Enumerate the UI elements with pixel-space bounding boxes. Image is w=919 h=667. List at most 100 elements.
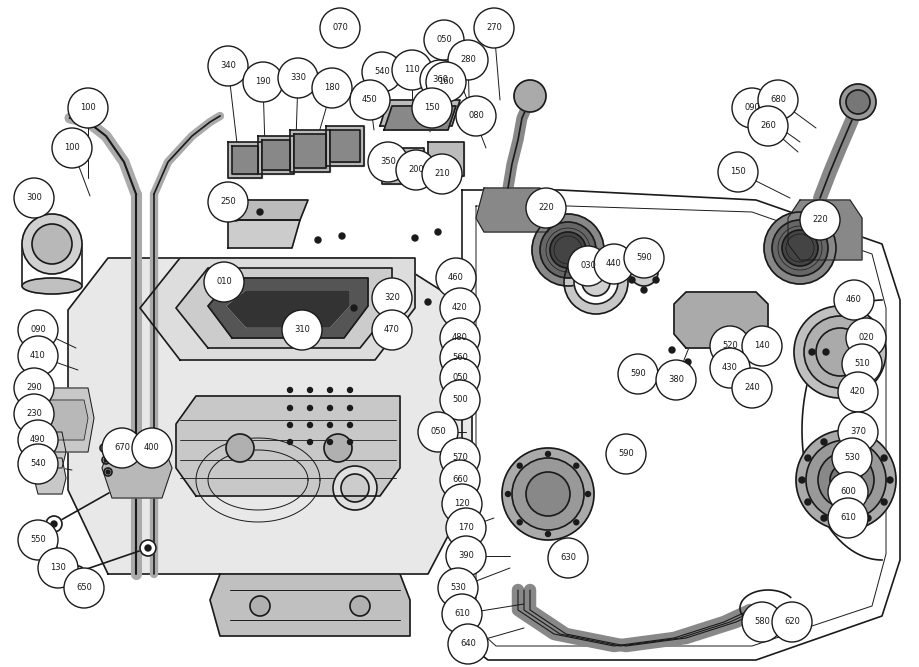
Circle shape [418,412,458,452]
Text: 490: 490 [30,436,46,444]
Circle shape [104,468,112,476]
Text: 050: 050 [430,428,446,436]
Text: 050: 050 [452,374,468,382]
Circle shape [32,224,72,264]
Circle shape [46,516,62,532]
Circle shape [742,602,782,642]
Polygon shape [176,268,392,348]
Polygon shape [232,146,258,174]
Text: 440: 440 [607,259,622,269]
Circle shape [830,464,862,496]
Polygon shape [476,188,548,232]
Text: 650: 650 [76,584,92,592]
Circle shape [440,460,480,500]
Polygon shape [46,400,88,440]
Circle shape [710,348,750,388]
Text: 220: 220 [539,203,554,213]
Circle shape [799,477,805,483]
Circle shape [288,422,292,428]
Polygon shape [140,258,415,360]
Circle shape [505,492,510,496]
Text: 680: 680 [770,95,786,105]
Circle shape [327,388,333,392]
Polygon shape [428,142,464,176]
Circle shape [448,624,488,664]
Text: 530: 530 [844,454,860,462]
Circle shape [347,388,353,392]
Circle shape [448,40,488,80]
Text: 540: 540 [30,460,46,468]
Circle shape [809,349,815,355]
Polygon shape [228,142,262,178]
Circle shape [145,545,151,551]
Circle shape [823,349,829,355]
Text: 260: 260 [760,121,776,131]
Circle shape [442,594,482,634]
Text: 250: 250 [221,197,236,207]
Text: 320: 320 [384,293,400,303]
Circle shape [747,345,753,351]
Circle shape [456,96,496,136]
Circle shape [288,440,292,444]
Circle shape [208,182,248,222]
Circle shape [350,596,370,616]
Text: 090: 090 [30,325,46,334]
Polygon shape [326,126,364,166]
Text: 460: 460 [846,295,862,305]
Circle shape [821,439,827,445]
Text: 590: 590 [630,370,646,378]
Circle shape [440,438,480,478]
Circle shape [14,178,54,218]
Text: 430: 430 [722,364,738,372]
Text: 470: 470 [384,325,400,334]
Circle shape [442,484,482,524]
Text: 540: 540 [374,67,390,77]
Circle shape [512,458,584,530]
Circle shape [796,430,896,530]
Circle shape [502,448,594,540]
Circle shape [250,596,270,616]
Circle shape [140,540,156,556]
Polygon shape [102,442,172,498]
Circle shape [320,8,360,48]
Text: 480: 480 [452,334,468,342]
Circle shape [546,452,550,456]
Circle shape [18,336,58,376]
Text: 570: 570 [452,454,468,462]
Circle shape [100,444,108,452]
Circle shape [865,349,871,355]
Circle shape [474,8,514,48]
Circle shape [761,347,767,353]
Circle shape [372,310,412,350]
Circle shape [350,80,390,120]
Circle shape [550,232,586,268]
Circle shape [204,262,244,302]
Circle shape [308,440,312,444]
Text: 640: 640 [460,640,476,648]
Circle shape [347,422,353,428]
Circle shape [804,316,876,388]
Text: 600: 600 [840,488,856,496]
Circle shape [102,446,106,450]
Circle shape [327,440,333,444]
Circle shape [22,214,82,274]
Circle shape [526,188,566,228]
Circle shape [425,299,431,305]
Circle shape [685,359,691,365]
Text: 100: 100 [64,143,80,153]
Circle shape [585,492,591,496]
Circle shape [517,463,522,468]
Text: 610: 610 [840,514,856,522]
Circle shape [641,255,647,261]
Circle shape [315,237,321,243]
Text: 330: 330 [290,73,306,83]
Text: 030: 030 [580,261,596,271]
Circle shape [396,150,436,190]
Circle shape [517,520,522,525]
Circle shape [412,235,418,241]
Text: 350: 350 [380,157,396,167]
Polygon shape [384,106,456,130]
Circle shape [243,62,283,102]
Text: 090: 090 [744,103,760,113]
Circle shape [446,536,486,576]
